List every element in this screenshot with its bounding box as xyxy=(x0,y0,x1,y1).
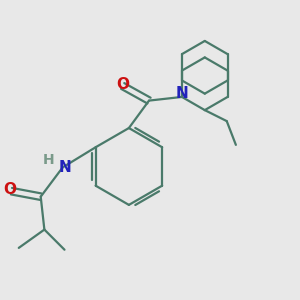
Text: O: O xyxy=(116,76,129,92)
Text: O: O xyxy=(3,182,16,197)
Text: H: H xyxy=(43,153,55,167)
Text: N: N xyxy=(176,86,188,101)
Text: N: N xyxy=(58,160,71,175)
